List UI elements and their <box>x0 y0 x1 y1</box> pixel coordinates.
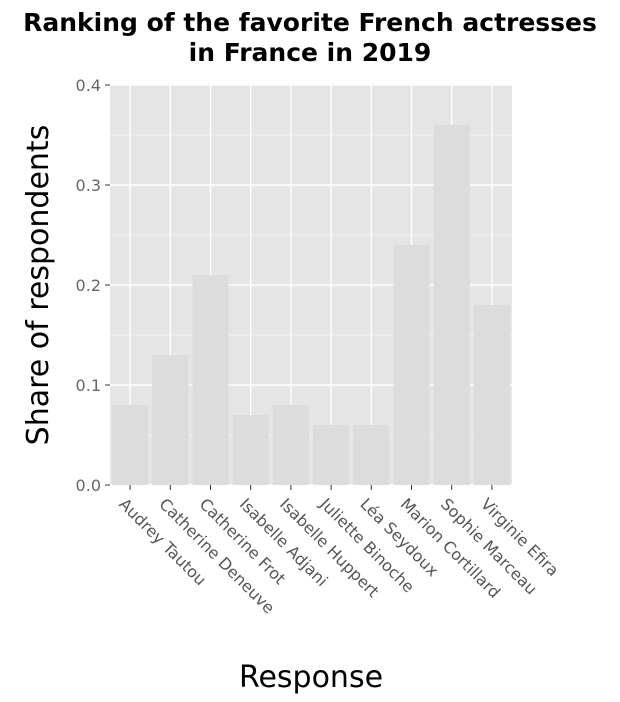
y-tick-label: 0.3 <box>76 176 101 195</box>
x-axis-title: Response <box>239 660 383 695</box>
bar <box>393 245 430 485</box>
y-tick-label: 0.2 <box>76 276 101 295</box>
y-tick-label: 0.4 <box>76 76 101 95</box>
y-axis-title: Share of respondents <box>21 125 56 446</box>
bar <box>353 425 390 485</box>
bar <box>473 305 510 485</box>
bar <box>152 355 189 485</box>
bar <box>112 405 149 485</box>
bar <box>272 405 309 485</box>
bar <box>232 415 269 485</box>
y-tick-label: 0.1 <box>76 376 101 395</box>
chart-title-line2: in France in 2019 <box>189 38 432 67</box>
bar <box>433 125 470 485</box>
bar <box>192 275 229 485</box>
y-tick-label: 0.0 <box>76 476 101 495</box>
bars <box>112 125 510 485</box>
y-axis: 0.0 0.1 0.2 0.3 0.4 <box>76 76 110 495</box>
chart-title-line1: Ranking of the favorite French actresses <box>23 8 597 37</box>
bar <box>313 425 350 485</box>
